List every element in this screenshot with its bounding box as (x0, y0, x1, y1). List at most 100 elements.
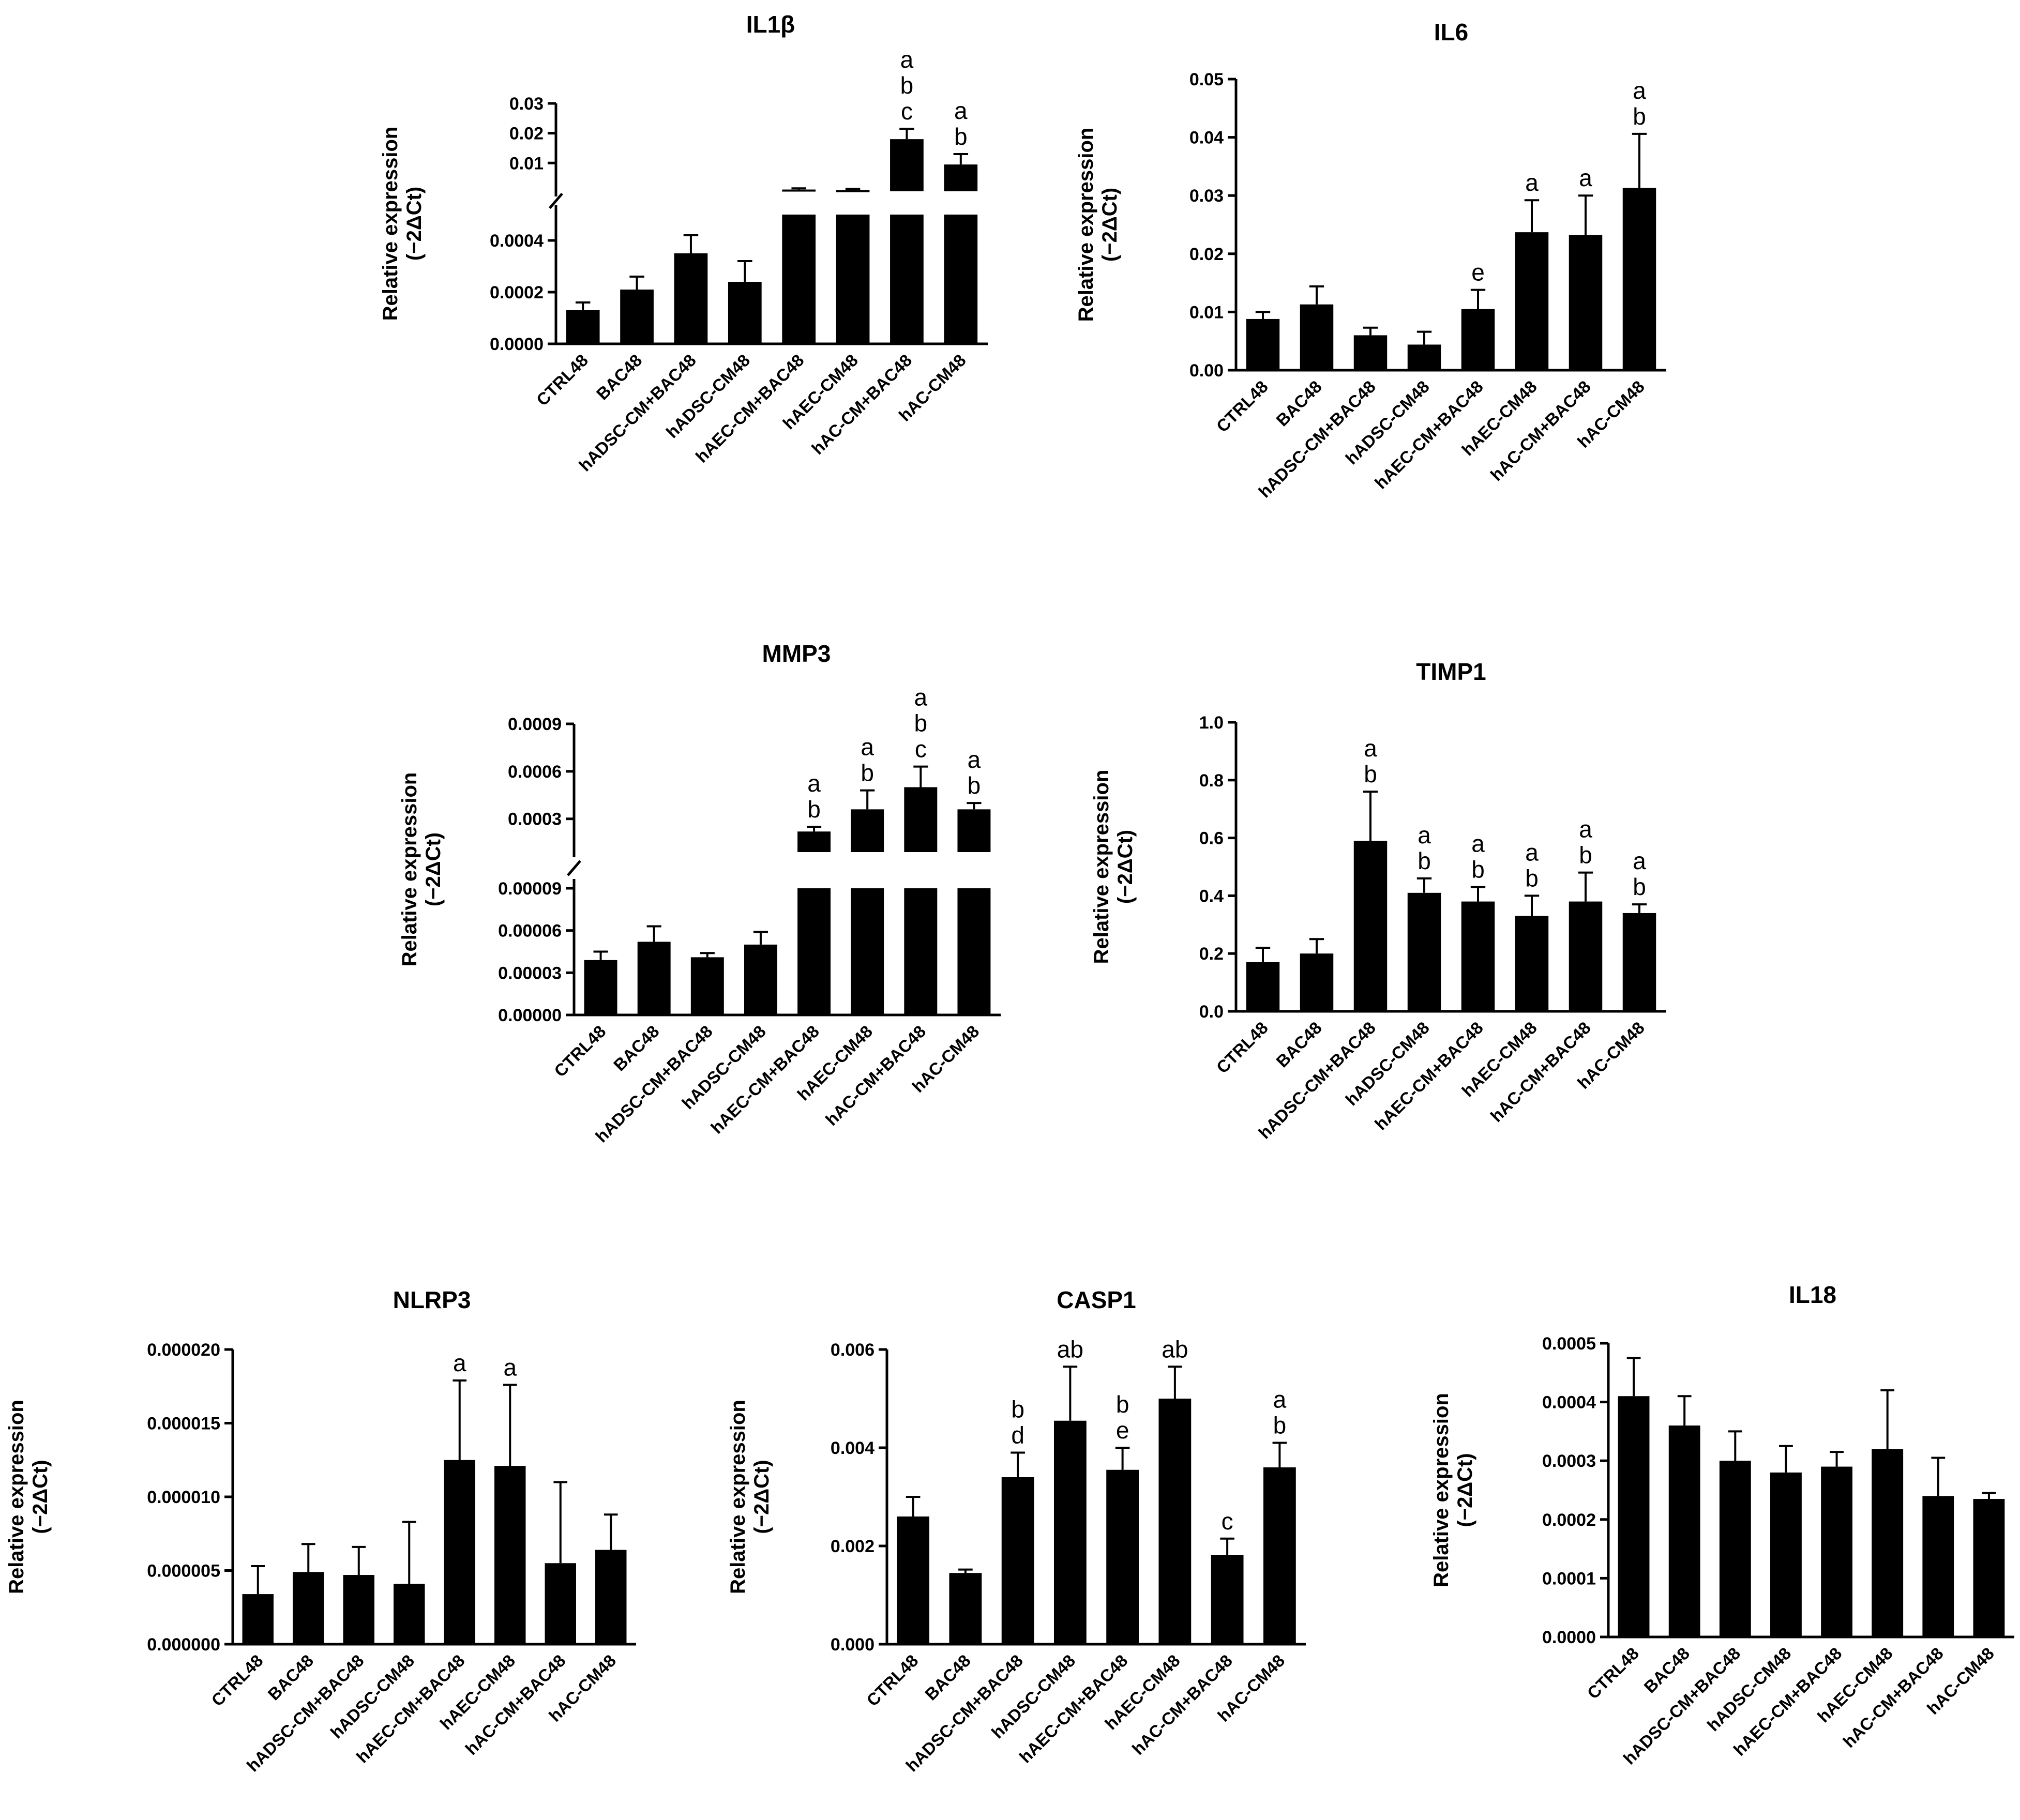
bar (1158, 1399, 1192, 1644)
bar (782, 215, 816, 344)
y-tick-label: 0.0000 (490, 335, 544, 354)
chart-panel-mmp3: MMP3 Relative expression(−2ΔCt) 0.00000 0.0… (398, 640, 1001, 1146)
significance-letter: b (968, 772, 981, 799)
bar (1973, 1499, 2005, 1637)
significance-letter: d (1011, 1422, 1024, 1449)
bar (851, 888, 884, 1015)
x-tick-label: hAC-CM+BAC48 (1487, 1018, 1594, 1126)
y-tick-label: 0.0003 (1542, 1451, 1596, 1471)
significance-letter: a (861, 734, 874, 761)
bar (1246, 962, 1280, 1011)
bar (957, 888, 991, 1015)
significance-letter: a (1579, 816, 1592, 843)
axis-break-mark (549, 192, 563, 209)
bar (797, 888, 831, 1015)
y-tick-label: 0.0000 (1542, 1628, 1596, 1647)
bar (620, 290, 654, 344)
y-tick-label: 0.0003 (508, 810, 562, 829)
x-tick-label: BAC48 (921, 1651, 974, 1704)
significance-letter: a (1273, 1386, 1287, 1413)
significance-letter: a (1525, 839, 1539, 866)
bar (1719, 1461, 1751, 1637)
bar-upper-segment (944, 164, 978, 191)
bar (949, 1573, 982, 1644)
y-tick-label: 0.2 (1199, 944, 1224, 964)
x-tick-label: hAC-CM+BAC48 (808, 351, 915, 458)
bar (1821, 1466, 1852, 1637)
significance-letter: b (954, 123, 968, 150)
chart-panel-timp1: TIMP1 Relative expression(−2ΔCt) 0.0 0.2 0.4… (1090, 658, 1666, 1143)
x-tick-label: CTRL48 (1213, 1018, 1272, 1077)
y-axis-label: Relative expression(−2ΔCt) (379, 127, 426, 321)
x-tick-label: BAC48 (1272, 377, 1325, 430)
bar-upper-segment (797, 831, 831, 852)
y-axis-label: Relative expression(−2ΔCt) (1430, 1393, 1476, 1587)
y-axis-label-line2: (−2ΔCt) (750, 1460, 773, 1534)
bar (890, 215, 924, 344)
significance-letter: a (1633, 77, 1646, 104)
bar (1515, 232, 1549, 370)
y-tick-label: 0.4 (1199, 886, 1224, 906)
significance-letter: a (900, 46, 914, 73)
x-tick-label: CTRL48 (1213, 377, 1272, 436)
bar (1461, 309, 1495, 370)
y-axis-label: Relative expression(−2ΔCt) (5, 1400, 52, 1594)
bar (293, 1572, 324, 1644)
significance-letter: b (1364, 761, 1377, 787)
bar (1001, 1477, 1034, 1644)
x-tick-label: hAC-CM+BAC48 (1128, 1651, 1236, 1758)
y-tick-label: 0.03 (1189, 186, 1224, 206)
y-axis-label-line1: Relative expression (379, 127, 402, 321)
chart-panel-il6: IL6 Relative expression(−2ΔCt) 0.00 0.01 0.0… (1075, 19, 1666, 502)
significance-letter: e (1471, 259, 1485, 286)
y-axis-label: Relative expression(−2ΔCt) (1075, 128, 1121, 322)
bar (1407, 892, 1441, 1011)
x-tick-label: BAC48 (593, 351, 646, 404)
chart-panel-casp1: CASP1 Relative expression(−2ΔCt) 0.000 0.00… (727, 1286, 1306, 1776)
significance-letter: a (1579, 164, 1592, 191)
chart-panel-il1b: IL1β Relative expression(−2ΔCt) 0.0000 0.00… (379, 11, 988, 475)
y-tick-label: 0.8 (1199, 771, 1224, 791)
chart-panel-il18: IL18 Relative expression(−2ΔCt) 0.0000 0.00… (1430, 1281, 2014, 1768)
bar-upper-segment (890, 139, 924, 191)
bar (1053, 1420, 1087, 1644)
x-tick-label: CTRL48 (533, 351, 592, 410)
bar (1246, 318, 1280, 370)
bar (897, 1516, 930, 1644)
y-axis-label-line2: (−2ΔCt) (1098, 188, 1121, 262)
x-tick-label: BAC48 (610, 1022, 663, 1075)
y-tick-label: 0.000020 (147, 1340, 220, 1360)
significance-letter: b (900, 72, 914, 99)
bar (343, 1575, 374, 1644)
y-tick-label: 0.006 (831, 1340, 875, 1360)
significance-letter: c (1222, 1508, 1233, 1535)
y-tick-label: 0.0002 (1542, 1510, 1596, 1530)
y-tick-label: 0.01 (1189, 302, 1224, 322)
significance-letter: a (954, 97, 968, 124)
y-tick-label: 0.6 (1199, 829, 1224, 848)
y-tick-label: 0.0004 (1542, 1393, 1596, 1413)
chart-title: MMP3 (762, 640, 831, 667)
significance-letter: b (1633, 103, 1646, 130)
bar (595, 1550, 627, 1644)
bar (1461, 901, 1495, 1011)
y-tick-label: 0.000000 (147, 1635, 220, 1655)
chart-title: IL1β (746, 11, 795, 38)
bar (566, 310, 600, 344)
y-tick-label: 0.02 (509, 124, 544, 144)
x-tick-label: BAC48 (1272, 1018, 1325, 1071)
y-tick-label: 0.05 (1189, 70, 1224, 89)
significance-letter: ab (1162, 1336, 1188, 1362)
axis-break-mark (567, 860, 581, 876)
bar (904, 888, 938, 1015)
y-axis-label: Relative expression(−2ΔCt) (398, 772, 445, 967)
bar (584, 960, 617, 1015)
bar (545, 1563, 576, 1644)
y-tick-label: 0.000015 (147, 1414, 220, 1434)
y-axis-label-line1: Relative expression (1075, 128, 1097, 322)
bar (836, 215, 870, 344)
y-tick-label: 0.004 (831, 1438, 875, 1458)
significance-letter: a (1525, 169, 1539, 196)
bar-upper-segment (836, 190, 870, 192)
